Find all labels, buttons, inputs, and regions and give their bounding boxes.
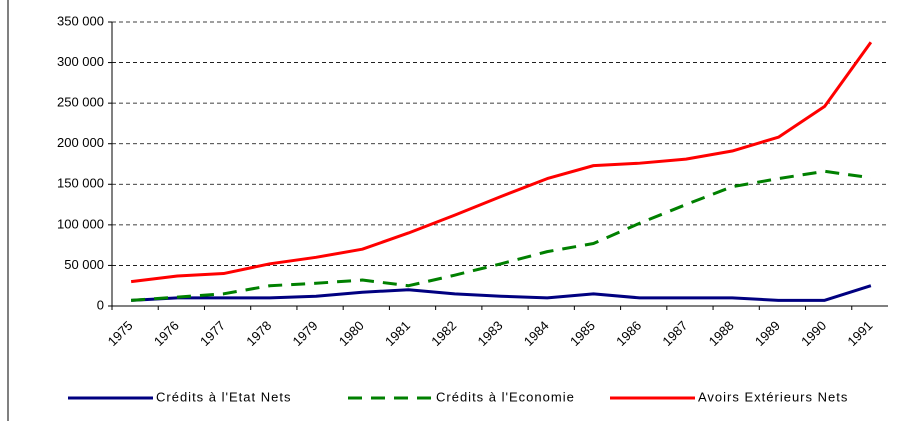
y-tick-label: 0: [97, 297, 104, 312]
x-tick-label: 1988: [706, 318, 737, 349]
x-tick-label: 1986: [613, 318, 644, 349]
series-line: [130, 41, 873, 284]
y-tick-label: 250 000: [57, 95, 104, 110]
x-tick-label: 1977: [197, 318, 228, 349]
legend-label: Crédits à l'Economie: [436, 389, 575, 404]
legend-label: Crédits à l'Etat Nets: [156, 389, 291, 404]
x-tick-label: 1979: [290, 318, 321, 349]
x-tick-label: 1991: [844, 318, 875, 349]
x-tick-label: 1976: [151, 318, 182, 349]
x-tick-label: 1984: [521, 318, 552, 349]
x-tick-label: 1981: [382, 318, 413, 349]
y-tick-label: 300 000: [57, 54, 104, 69]
x-tick-label: 1987: [659, 318, 690, 349]
x-tick-label: 1982: [428, 318, 459, 349]
x-tick-label: 1980: [336, 318, 367, 349]
x-tick-label: 1990: [798, 318, 829, 349]
x-tick-label: 1989: [752, 318, 783, 349]
y-tick-label: 350 000: [57, 13, 104, 28]
x-tick-label: 1975: [105, 318, 136, 349]
y-tick-label: 100 000: [57, 216, 104, 231]
x-tick-label: 1985: [567, 318, 598, 349]
y-tick-label: 150 000: [57, 176, 104, 191]
legend-label: Avoirs Extérieurs Nets: [698, 389, 848, 404]
y-tick-label: 200 000: [57, 135, 104, 150]
series-line: [131, 169, 872, 302]
x-tick-label: 1983: [474, 318, 505, 349]
series-line: [131, 284, 872, 302]
x-tick-label: 1978: [243, 318, 274, 349]
y-tick-label: 50 000: [64, 257, 104, 272]
